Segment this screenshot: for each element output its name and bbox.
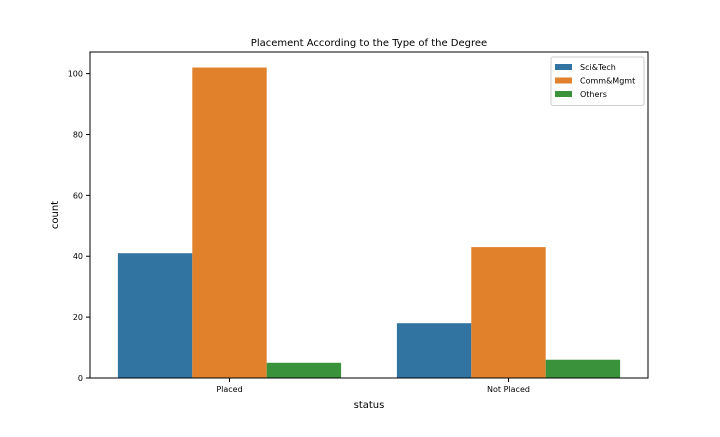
legend-label-sci-tech: Sci&Tech — [580, 63, 616, 72]
legend-label-comm-mgmt: Comm&Mgmt — [580, 77, 635, 86]
legend-label-others: Others — [580, 90, 607, 99]
legend: Sci&Tech Comm&Mgmt Others — [550, 56, 645, 106]
legend-swatch-sci-tech — [555, 64, 572, 70]
legend-swatch-others — [555, 91, 572, 97]
x-tick-label: Not Placed — [487, 385, 530, 394]
y-tick-label: 20 — [73, 313, 83, 322]
y-tick-label: 60 — [73, 191, 83, 200]
x-axis: Placed Not Placed — [216, 378, 530, 394]
bar-placed-others — [266, 362, 342, 378]
bar-not-placed-sci-tech — [396, 323, 472, 378]
bar-placed-comm-mgmt — [192, 67, 267, 379]
bars-group — [117, 67, 621, 379]
x-tick-label: Placed — [216, 385, 242, 394]
legend-frame — [550, 56, 645, 106]
y-tick-label: 40 — [73, 252, 83, 261]
bar-placed-sci-tech — [117, 253, 193, 378]
bar-not-placed-comm-mgmt — [471, 247, 546, 378]
legend-swatch-comm-mgmt — [555, 77, 572, 84]
y-tick-label: 0 — [78, 374, 83, 383]
plot-frame — [89, 51, 649, 379]
y-axis: 0 20 40 60 80 100 — [68, 70, 90, 383]
y-axis-label: count — [50, 201, 61, 229]
bar-not-placed-others — [545, 359, 621, 378]
x-axis-label: status — [354, 400, 385, 411]
y-tick-label: 100 — [68, 70, 83, 79]
chart-title: Placement According to the Type of the D… — [251, 38, 487, 49]
y-tick-label: 80 — [73, 130, 83, 139]
